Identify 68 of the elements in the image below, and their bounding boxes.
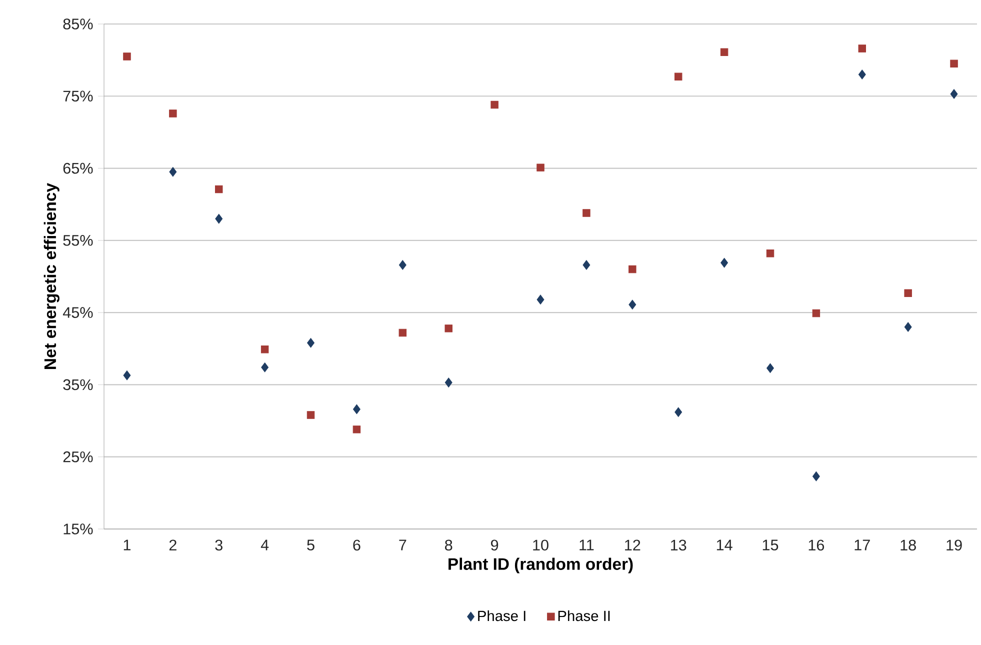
point: [674, 72, 682, 81]
x-tick-label: 17: [854, 540, 870, 550]
x-tick-label: 3: [215, 540, 222, 551]
point: [444, 324, 452, 332]
point: [169, 167, 177, 177]
point: [858, 70, 866, 80]
x-tick-label: 6: [353, 540, 360, 551]
point: [582, 209, 590, 217]
point: [904, 322, 912, 332]
point: [720, 258, 728, 268]
point: [812, 309, 820, 318]
x-tick-label: 2: [169, 540, 176, 550]
x-tick-label: 14: [716, 540, 732, 550]
point: [352, 404, 360, 414]
point: [215, 214, 223, 224]
x-tick-label: 15: [762, 540, 778, 550]
point: [123, 52, 131, 60]
point: [766, 250, 774, 258]
x-tick-label: 12: [625, 540, 640, 550]
y-tick-label: 25%: [63, 451, 93, 462]
point: [582, 260, 590, 270]
x-tick-label: 19: [946, 540, 962, 551]
point: [215, 185, 223, 194]
point: [858, 44, 866, 52]
point: [536, 294, 544, 304]
point: [904, 289, 912, 297]
x-tick-label: 16: [808, 540, 824, 551]
point: [123, 370, 131, 380]
point: [261, 362, 269, 372]
point: [306, 411, 315, 419]
point: [674, 407, 682, 417]
legend-label: Phase I: [478, 610, 526, 622]
legend-label: Phase II: [558, 610, 610, 622]
x-tick-label: 9: [491, 540, 498, 551]
point: [536, 164, 544, 172]
x-tick-label: 4: [260, 540, 269, 550]
point: [307, 338, 314, 348]
point: [169, 110, 177, 118]
point: [352, 426, 361, 434]
x-tick-label: 5: [307, 540, 314, 550]
x-axis-title: Plant ID (random order): [448, 558, 633, 574]
point: [260, 345, 269, 354]
y-tick-label: 65%: [63, 162, 93, 174]
x-tick-label: 8: [445, 540, 452, 551]
y-axis-title: Net energetic efficiency: [44, 183, 60, 369]
y-tick-label: 85%: [63, 18, 93, 30]
point: [444, 378, 452, 388]
point: [628, 300, 636, 310]
point: [812, 471, 820, 482]
point: [398, 260, 406, 270]
x-tick-label: 1: [124, 540, 130, 550]
x-tick-label: 10: [533, 540, 548, 551]
point: [398, 328, 407, 337]
point: [628, 265, 636, 274]
y-tick-label: 35%: [63, 379, 93, 390]
y-tick-label: 55%: [63, 235, 93, 246]
x-tick-label: 11: [580, 540, 594, 550]
x-tick-label: 13: [670, 540, 686, 551]
point: [490, 100, 498, 109]
y-tick-label: 45%: [62, 307, 93, 318]
point: [950, 60, 958, 68]
point: [950, 89, 958, 99]
y-tick-label: 15%: [64, 524, 93, 534]
point: [766, 363, 774, 373]
y-tick-label: 75%: [63, 90, 93, 102]
point: [720, 48, 728, 56]
x-tick-label: 7: [399, 540, 406, 550]
x-tick-label: 18: [900, 540, 916, 551]
